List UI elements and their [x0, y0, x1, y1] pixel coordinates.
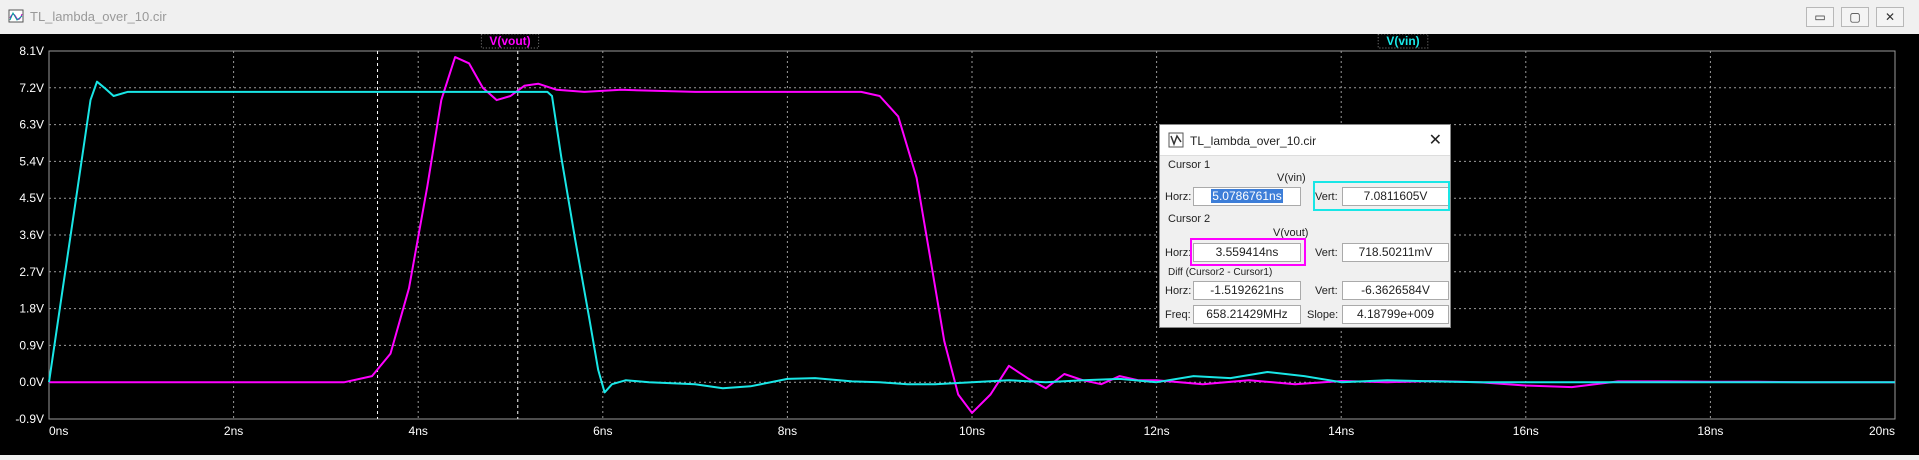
y-tick-label: 0.0V	[19, 375, 44, 389]
window-title: TL_lambda_over_10.cir	[30, 9, 167, 24]
x-tick-label: 6ns	[593, 424, 612, 438]
traces	[48, 56, 1895, 414]
cursor1-horz-label: Horz:	[1165, 191, 1192, 203]
cursor2-horz-field[interactable]: 3.559414ns	[1193, 243, 1301, 262]
cursor1-horz-value: 5.0786761ns	[1211, 189, 1283, 203]
y-tick-label: 5.4V	[19, 154, 44, 168]
x-tick-label: 12ns	[1144, 424, 1170, 438]
minimize-button[interactable]: ▭	[1806, 7, 1834, 27]
window-titlebar: TL_lambda_over_10.cir ▭ ▢ ✕	[0, 0, 1919, 35]
legend-label[interactable]: V(vin)	[1386, 34, 1419, 48]
cursor2-horz-highlight	[1190, 238, 1306, 266]
freq-field[interactable]: 658.21429MHz	[1193, 305, 1301, 324]
y-tick-label: 7.2V	[19, 81, 44, 95]
cursor2-horz-label: Horz:	[1165, 247, 1192, 259]
diff-horz-label: Horz:	[1165, 285, 1192, 297]
plot-background	[0, 34, 1919, 455]
cursor-lines[interactable]	[377, 51, 519, 419]
slope-field[interactable]: 4.18799e+009	[1342, 305, 1449, 324]
cursor2-trace-label: V(vout)	[1273, 227, 1309, 239]
y-tick-label: 8.1V	[19, 44, 44, 58]
legend-label[interactable]: V(vout)	[489, 34, 530, 48]
trace-legend[interactable]: V(vout) V(vin)	[480, 33, 1429, 49]
freq-label: Freq:	[1165, 309, 1191, 321]
x-tick-label: 14ns	[1328, 424, 1354, 438]
waveform-plot[interactable]: 8.1V 7.2V 6.3V 5.4V 4.5V 3.6V 2.7V 1.8V 0.9V 0.0V…	[0, 33, 1919, 455]
x-axis-ticks: 0ns 2ns 4ns 6ns 8ns 10ns 12ns 14ns 16ns 18ns 20ns	[49, 424, 1895, 438]
cursor2-vert-field[interactable]: 718.50211mV	[1342, 243, 1449, 262]
x-tick-label: 10ns	[959, 424, 985, 438]
x-tick-label: 16ns	[1513, 424, 1539, 438]
diff-horz-field[interactable]: -1.5192621ns	[1193, 281, 1301, 300]
x-tick-label: 8ns	[778, 424, 797, 438]
x-tick-label: 2ns	[224, 424, 243, 438]
slope-label: Slope:	[1307, 309, 1339, 321]
diff-vert-label: Vert:	[1315, 285, 1338, 297]
close-icon: ✕	[1884, 10, 1896, 24]
cursor-dialog: TL_lambda_over_10.cir ✕ Cursor 1 V(vin) …	[1159, 124, 1451, 328]
dialog-close-button[interactable]: ✕	[1428, 132, 1442, 149]
diff-section-label: Diff (Cursor2 - Cursor1)	[1168, 267, 1273, 278]
x-tick-label: 0ns	[49, 424, 68, 438]
cursor1-trace-label: V(vin)	[1277, 172, 1306, 184]
y-tick-label: 6.3V	[19, 118, 44, 132]
cursor1-horz-field[interactable]: 5.0786761ns	[1193, 187, 1301, 206]
y-tick-label: 2.7V	[19, 265, 44, 279]
x-tick-label: 18ns	[1697, 424, 1723, 438]
waveform-dialog-icon	[1168, 132, 1184, 148]
cursor1-section-label: Cursor 1	[1168, 159, 1211, 171]
x-tick-label: 20ns	[1869, 424, 1895, 438]
dialog-title: TL_lambda_over_10.cir	[1190, 134, 1317, 148]
legend-box[interactable]	[1377, 33, 1429, 49]
trace-vvin	[48, 80, 1895, 394]
close-window-button[interactable]: ✕	[1876, 7, 1904, 27]
maximize-button[interactable]: ▢	[1841, 7, 1869, 27]
cursor2-section-label: Cursor 2	[1168, 213, 1211, 225]
cursor1-vert-field[interactable]: 7.0811605V	[1342, 187, 1449, 206]
waveform-app-icon	[8, 9, 24, 23]
cursor1-vert-label: Vert:	[1315, 191, 1338, 203]
y-tick-label: 3.6V	[19, 228, 44, 242]
diff-vert-field[interactable]: -6.3626584V	[1342, 281, 1449, 300]
dialog-titlebar: TL_lambda_over_10.cir ✕	[1160, 125, 1450, 156]
legend-box[interactable]	[480, 33, 540, 49]
y-tick-label: 0.9V	[19, 338, 44, 352]
x-tick-label: 4ns	[409, 424, 428, 438]
y-tick-label: -0.9V	[15, 412, 44, 426]
minimize-icon: ▭	[1814, 10, 1826, 24]
cursor1-vert-highlight	[1313, 181, 1450, 211]
cursor2-vert-label: Vert:	[1315, 247, 1338, 259]
y-tick-label: 4.5V	[19, 191, 44, 205]
maximize-icon: ▢	[1849, 10, 1861, 24]
grid-lines	[49, 51, 1895, 419]
y-tick-label: 1.8V	[19, 302, 44, 316]
waveform-plot-pane[interactable]: 8.1V 7.2V 6.3V 5.4V 4.5V 3.6V 2.7V 1.8V 0.9V 0.0V…	[0, 33, 1919, 455]
y-axis-ticks: 8.1V 7.2V 6.3V 5.4V 4.5V 3.6V 2.7V 1.8V 0.9V 0.0V…	[15, 44, 44, 426]
